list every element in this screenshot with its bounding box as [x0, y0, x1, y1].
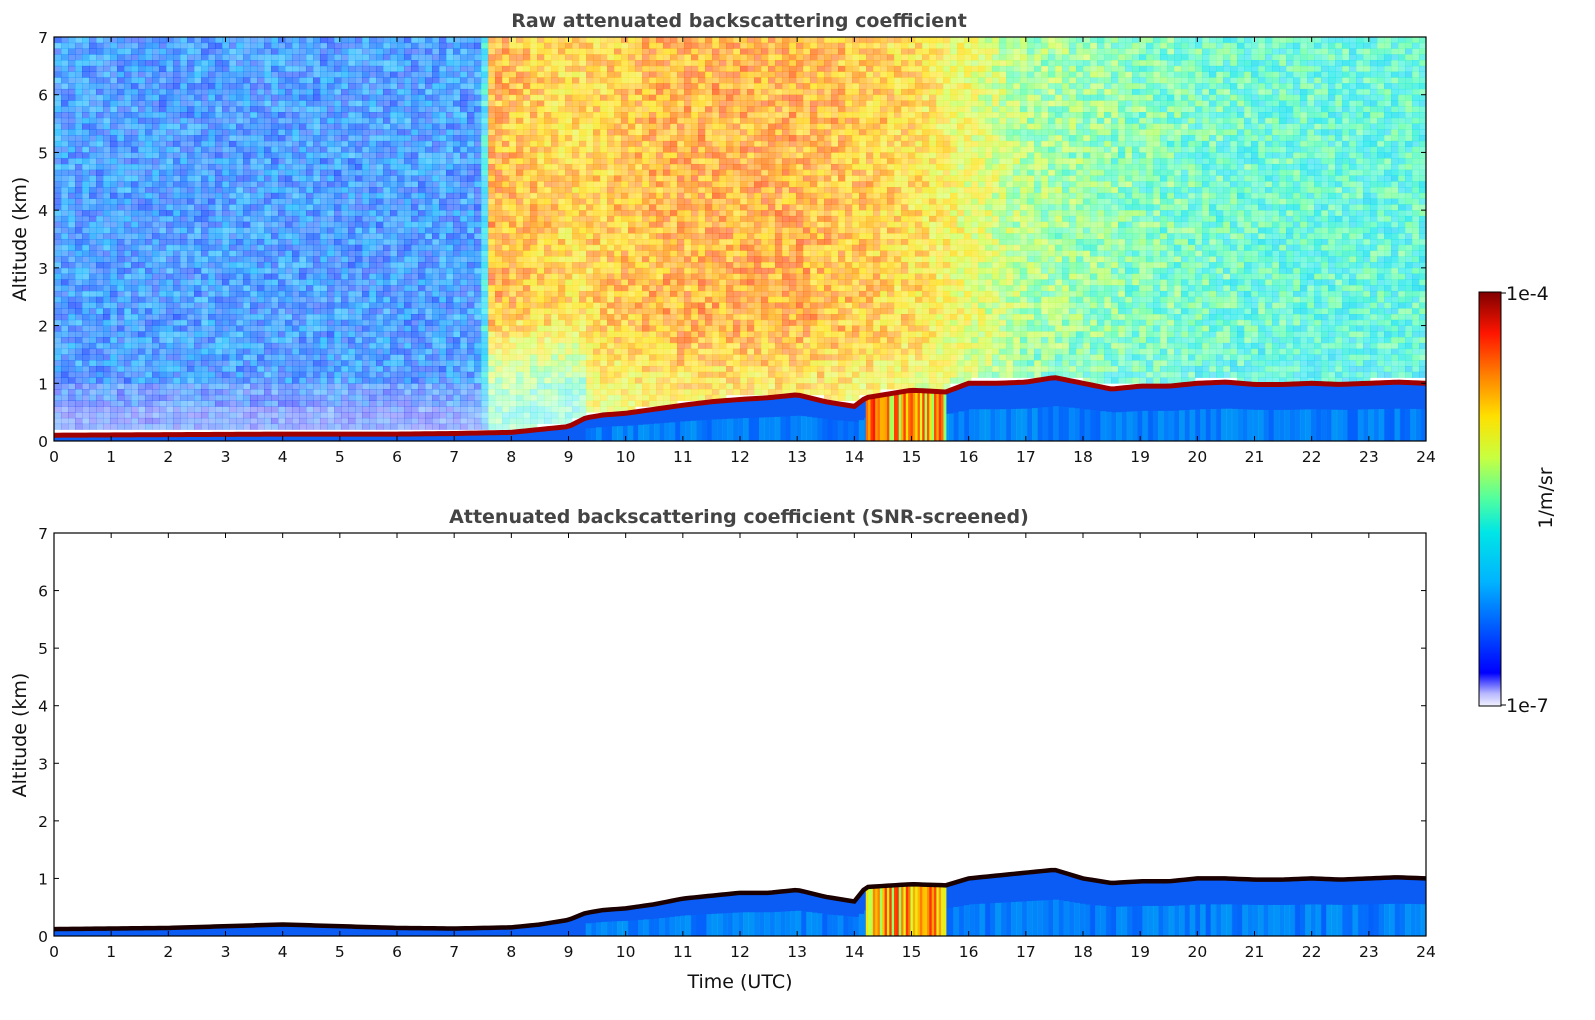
x-tick-label: 13: [787, 448, 807, 466]
x-tick-label: 24: [1416, 943, 1436, 961]
x-tick-label: 6: [392, 448, 402, 466]
x-tick-label: 10: [616, 448, 636, 466]
convective-plume: [865, 390, 947, 441]
x-tick-label: 20: [1187, 448, 1207, 466]
x-tick-label: 7: [449, 943, 459, 961]
raw-panel-title: Raw attenuated backscattering coefficien…: [511, 10, 967, 32]
x-tick-label: 17: [1016, 943, 1036, 961]
x-tick-label: 2: [163, 448, 173, 466]
raw-y-axis: 0 1 2 3 4 5 6 7: [38, 29, 1426, 451]
y-tick-label: 5: [38, 640, 48, 658]
x-tick-label: 4: [278, 448, 288, 466]
x-tick-label: 5: [335, 943, 345, 961]
x-tick-label: 6: [392, 943, 402, 961]
convective-plume: [865, 884, 947, 936]
x-tick-label: 22: [1302, 943, 1322, 961]
y-tick-label: 7: [38, 29, 48, 47]
noise-background: [54, 37, 1427, 430]
x-tick-label: 17: [1016, 448, 1036, 466]
x-tick-label: 5: [335, 448, 345, 466]
x-tick-label: 15: [902, 448, 922, 466]
x-tick-label: 18: [1073, 943, 1093, 961]
x-tick-label: 3: [221, 448, 231, 466]
x-tick-label: 15: [902, 943, 922, 961]
boundary-layer-top-line: [53, 375, 1427, 438]
y-tick-label: 0: [38, 433, 48, 451]
raw-heatmap-area: [53, 37, 1427, 441]
x-tick-label: 0: [49, 943, 59, 961]
x-tick-label: 1: [106, 448, 116, 466]
x-tick-label: 9: [564, 943, 574, 961]
raw-y-axis-label: Altitude (km): [9, 177, 31, 302]
x-tick-label: 11: [673, 943, 693, 961]
x-tick-label: 10: [616, 943, 636, 961]
x-tick-label: 8: [506, 448, 516, 466]
x-tick-label: 22: [1302, 448, 1322, 466]
snr-y-axis-label: Altitude (km): [9, 673, 31, 798]
colorbar-unit-label: 1/m/sr: [1535, 467, 1557, 528]
x-tick-label: 16: [959, 448, 979, 466]
y-tick-label: 4: [38, 202, 48, 220]
x-tick-label: 23: [1359, 448, 1379, 466]
snr-x-axis: 0 1 2 3 4 5 6 7 8 9 10 11 12 13 14 15 16 17 18 19 20 21 22 23 24: [49, 533, 1436, 961]
colorbar: 1e-4 1e-7 1/m/sr: [1478, 283, 1557, 717]
x-tick-label: 14: [844, 448, 864, 466]
x-tick-label: 0: [49, 448, 59, 466]
x-tick-label: 19: [1130, 943, 1150, 961]
raw-backscatter-panel: Raw attenuated backscattering coefficien…: [9, 10, 1436, 466]
snr-heatmap-area: [53, 867, 1427, 936]
boundary-layer-top-line: [53, 867, 1427, 932]
x-tick-label: 18: [1073, 448, 1093, 466]
x-tick-label: 12: [730, 943, 750, 961]
x-tick-label: 1: [106, 943, 116, 961]
x-tick-label: 14: [844, 943, 864, 961]
y-tick-label: 3: [38, 755, 48, 773]
x-tick-label: 2: [163, 943, 173, 961]
y-tick-label: 2: [38, 813, 48, 831]
colorbar-min-label: 1e-7: [1506, 695, 1549, 717]
x-tick-label: 11: [673, 448, 693, 466]
y-tick-label: 6: [38, 583, 48, 601]
x-tick-label: 20: [1187, 943, 1207, 961]
y-tick-label: 0: [38, 928, 48, 946]
y-tick-label: 4: [38, 698, 48, 716]
x-tick-label: 13: [787, 943, 807, 961]
y-tick-label: 5: [38, 144, 48, 162]
x-tick-label: 8: [506, 943, 516, 961]
x-tick-label: 4: [278, 943, 288, 961]
snr-y-axis: 0 1 2 3 4 5 6 7: [38, 525, 1426, 946]
x-axis-label: Time (UTC): [686, 971, 792, 993]
x-tick-label: 7: [449, 448, 459, 466]
snr-plot-frame: [53, 532, 1427, 937]
x-tick-label: 21: [1245, 448, 1265, 466]
snr-panel-title: Attenuated backscattering coefficient (S…: [449, 506, 1029, 528]
x-tick-label: 23: [1359, 943, 1379, 961]
x-tick-label: 9: [564, 448, 574, 466]
y-tick-label: 1: [38, 375, 48, 393]
x-tick-label: 16: [959, 943, 979, 961]
x-tick-label: 12: [730, 448, 750, 466]
y-tick-label: 6: [38, 87, 48, 105]
x-tick-label: 21: [1245, 943, 1265, 961]
snr-screened-panel: Attenuated backscattering coefficient (S…: [9, 506, 1436, 993]
y-tick-label: 2: [38, 318, 48, 336]
y-tick-label: 1: [38, 870, 48, 888]
y-tick-label: 7: [38, 525, 48, 543]
colorbar-gradient: [1478, 291, 1502, 707]
x-tick-label: 24: [1416, 448, 1436, 466]
raw-x-axis: 0 1 2 3 4 5 6 7 8 9 10 11 12 13 14 15 16 17 18 19 20 21 22 23 24: [49, 37, 1436, 466]
colorbar-max-label: 1e-4: [1506, 283, 1549, 305]
x-tick-label: 19: [1130, 448, 1150, 466]
y-tick-label: 3: [38, 260, 48, 278]
x-tick-label: 3: [221, 943, 231, 961]
